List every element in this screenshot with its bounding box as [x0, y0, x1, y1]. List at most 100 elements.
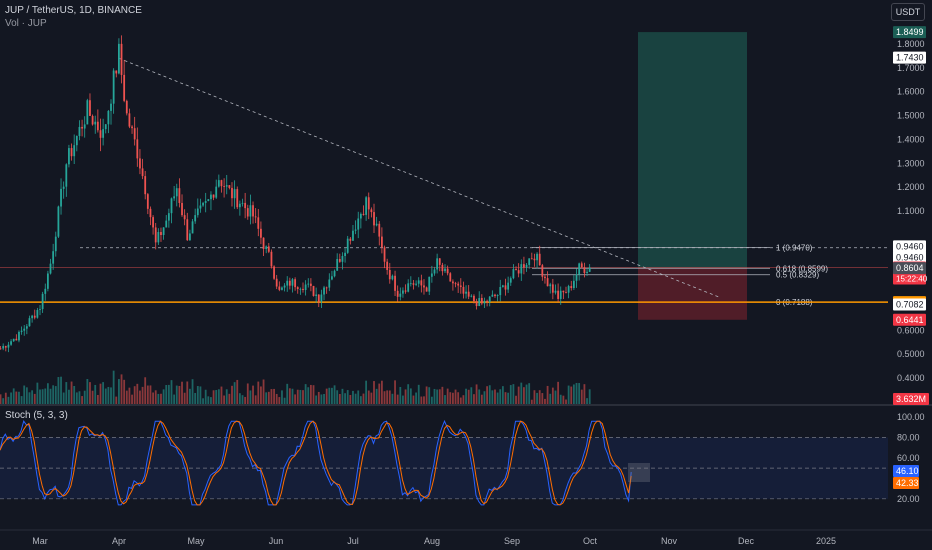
candle-body — [265, 246, 268, 249]
candle-body — [275, 278, 278, 287]
volume-bar — [525, 384, 528, 404]
volume-bar — [530, 399, 533, 404]
candle-body — [68, 148, 70, 165]
fib-level-label: 0.618 (0.8599) — [776, 264, 828, 273]
candle-body — [15, 338, 18, 341]
candle-body — [409, 283, 412, 285]
volume-bar — [557, 381, 560, 404]
time-axis-tick: Dec — [738, 536, 755, 546]
volume-bar — [146, 385, 149, 404]
candle-body — [449, 273, 452, 282]
volume-bar — [294, 394, 297, 404]
volume-bar — [475, 384, 478, 404]
candle-body — [223, 186, 225, 187]
price-label-fib-top — [893, 240, 926, 253]
volume-bar — [25, 387, 28, 404]
volume-bar — [417, 384, 420, 404]
volume-bar — [541, 393, 544, 404]
volume-bar — [420, 396, 423, 404]
candle-body — [267, 246, 270, 252]
candle-body — [0, 348, 2, 350]
candle-body — [288, 280, 291, 286]
price-axis-tick: 1.1000 — [897, 206, 925, 216]
volume-bar — [515, 395, 517, 404]
candle-body — [528, 258, 531, 265]
candle-body — [470, 295, 473, 297]
volume-bar — [551, 387, 554, 404]
candle-body — [325, 287, 328, 289]
volume-bar — [454, 389, 457, 404]
candle-body — [462, 286, 465, 294]
candle-body — [291, 279, 294, 286]
volume-bar — [18, 391, 20, 404]
candle-body — [110, 103, 112, 111]
volume-bar — [173, 394, 176, 404]
volume-bar — [538, 390, 541, 404]
volume-bar — [488, 385, 491, 404]
candle-body — [346, 238, 349, 253]
volume-bar — [449, 392, 452, 404]
candle-body — [112, 70, 115, 104]
volume-bar — [470, 387, 473, 404]
volume-bar — [386, 390, 389, 404]
volume-bar — [236, 379, 239, 404]
candle-body — [349, 238, 352, 241]
candle-body — [283, 285, 286, 288]
volume-bar — [586, 398, 588, 404]
volume-bar — [283, 397, 286, 404]
candle-body — [62, 186, 65, 189]
volume-value-label — [893, 393, 929, 405]
price-axis-tick: 1.4000 — [897, 134, 925, 144]
candle-body — [378, 223, 381, 237]
candle-body — [302, 288, 304, 290]
price-axis-tick: 0.5000 — [897, 349, 925, 359]
currency-button[interactable]: USDT — [891, 3, 925, 21]
volume-bar — [15, 391, 18, 404]
candle-body — [286, 280, 289, 286]
candle-body — [149, 208, 152, 218]
volume-bar — [57, 377, 60, 404]
candle-body — [473, 295, 475, 302]
volume-bar — [528, 383, 531, 404]
time-axis-tick: Apr — [112, 536, 126, 546]
candle-body — [178, 188, 181, 203]
candle-body — [475, 301, 478, 307]
volume-bar — [99, 383, 102, 404]
candle-body — [25, 326, 28, 329]
candle-body — [483, 300, 486, 304]
stoch-k-line — [0, 419, 632, 506]
volume-bar — [49, 388, 52, 404]
volume-bar — [2, 398, 5, 404]
candle-body — [562, 290, 565, 293]
candle-body — [457, 283, 460, 286]
candle-body — [41, 293, 44, 310]
candle-body — [183, 215, 186, 220]
candle-body — [491, 294, 494, 297]
volume-bar — [346, 390, 349, 404]
candle-body — [86, 100, 89, 125]
candle-body — [391, 275, 394, 280]
volume-bar — [572, 384, 575, 404]
volume-bar — [512, 384, 515, 404]
candle-body — [544, 276, 546, 279]
volume-bar — [254, 395, 257, 404]
price-axis-tick: 1.2000 — [897, 182, 925, 192]
volume-bar — [191, 379, 194, 404]
candle-body — [89, 100, 91, 116]
candle-body — [252, 205, 254, 217]
volume-bar — [480, 394, 483, 404]
candle-body — [144, 176, 147, 195]
descending-trendline — [118, 57, 719, 298]
volume-bar — [20, 396, 23, 404]
candle-body — [141, 168, 144, 177]
volume-bar — [349, 394, 352, 404]
volume-bar — [533, 390, 536, 404]
candle-body — [452, 281, 454, 284]
candle-body — [312, 285, 315, 296]
candle-body — [220, 180, 223, 187]
candle-body — [359, 213, 362, 219]
volume-bar — [0, 394, 2, 404]
price-label-text: 0.9460 — [896, 252, 924, 262]
volume-bar — [78, 391, 81, 404]
